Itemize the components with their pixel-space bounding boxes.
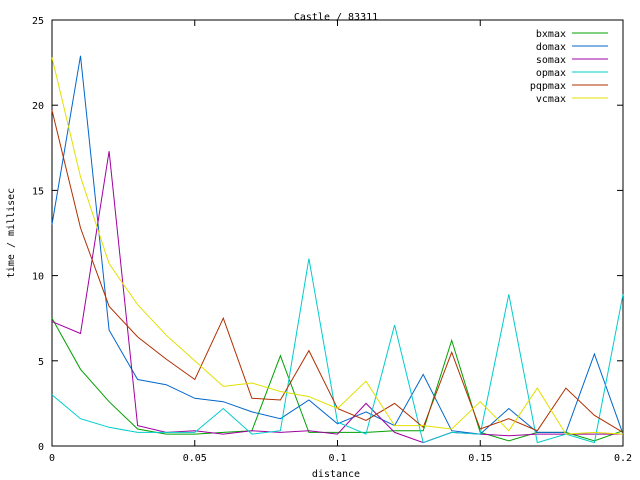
y-tick-label: 15 xyxy=(32,186,44,197)
x-tick-label: 0.05 xyxy=(183,453,207,464)
legend: bxmax domax somax opmax pqpmax vcmax xyxy=(530,29,608,105)
y-tick-label: 10 xyxy=(32,272,44,283)
series-lines xyxy=(51,55,624,444)
legend-label-opmax: opmax xyxy=(536,68,566,79)
y-tick-label: 25 xyxy=(32,16,44,27)
legend-label-somax: somax xyxy=(536,55,566,66)
x-tick-label: 0.1 xyxy=(328,453,346,464)
series-line-domax xyxy=(51,55,624,435)
y-tick-label: 20 xyxy=(32,101,44,112)
series-line-somax xyxy=(51,151,623,444)
series-line-pqpmax xyxy=(51,110,624,433)
y-tick-label: 5 xyxy=(38,357,44,368)
axes: 0 0.05 0.1 0.15 0.2 0 5 10 15 20 25 xyxy=(32,16,632,464)
legend-label-vcmax: vcmax xyxy=(536,94,566,105)
x-tick-label: 0 xyxy=(49,453,55,464)
y-axis-label: time / millisec xyxy=(6,188,17,278)
series-line-opmax xyxy=(51,258,624,444)
chart-title: Castle / 83311 xyxy=(294,12,378,23)
x-tick-label: 0.15 xyxy=(468,453,492,464)
legend-label-domax: domax xyxy=(536,42,566,53)
legend-label-bxmax: bxmax xyxy=(536,29,566,40)
x-tick-label: 0.2 xyxy=(614,453,632,464)
x-axis-label: distance xyxy=(312,469,360,480)
series-line-vcmax xyxy=(51,57,624,435)
series-line-bxmax xyxy=(51,317,624,442)
y-tick-label: 0 xyxy=(38,442,44,453)
legend-label-pqpmax: pqpmax xyxy=(530,81,566,92)
